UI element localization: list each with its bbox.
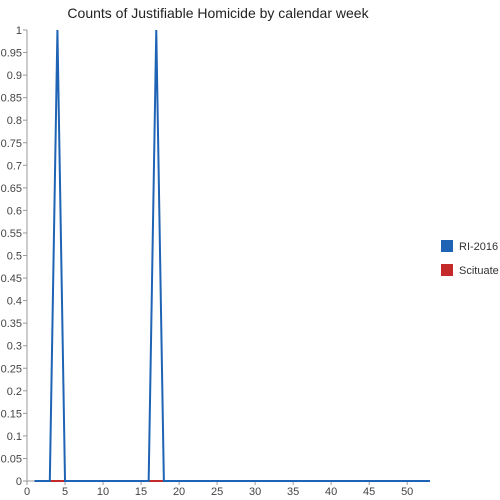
x-tick-label: 20 xyxy=(173,486,185,498)
x-tick-label: 10 xyxy=(97,486,109,498)
y-tick-label: 0.6 xyxy=(7,205,22,217)
y-tick-label: 1 xyxy=(16,25,22,37)
y-tick-label: 0.7 xyxy=(7,160,22,172)
y-tick-label: 0.1 xyxy=(7,431,22,443)
legend: RI-2016 Scituate xyxy=(441,240,499,277)
series-line-ri-2016 xyxy=(34,29,430,482)
series-layer xyxy=(34,29,430,482)
x-tick-label: 35 xyxy=(287,486,299,498)
y-tick-label: 0.55 xyxy=(1,228,22,240)
y-tick-label: 0.95 xyxy=(1,48,22,60)
chart-title: Counts of Justifiable Homicide by calend… xyxy=(67,5,369,21)
axes: 0 0.05 0.1 0.15 0.2 0.25 0.3 0.35 0.4 0.45 0.5 0.55… xyxy=(1,25,430,498)
x-tick-label: 40 xyxy=(325,486,337,498)
y-tick-label: 0.85 xyxy=(1,93,22,105)
y-tick-label: 0.05 xyxy=(1,453,22,465)
y-tick-label: 0.15 xyxy=(1,408,22,420)
x-tick-label: 5 xyxy=(62,486,68,498)
y-tick-label: 0.9 xyxy=(7,70,22,82)
y-tick-label: 0.5 xyxy=(7,251,22,263)
y-tick-label: 0.45 xyxy=(1,273,22,285)
y-tick-label: 0.2 xyxy=(7,386,22,398)
legend-swatch xyxy=(441,264,453,276)
x-tick-label: 45 xyxy=(363,486,375,498)
legend-swatch xyxy=(441,240,453,252)
x-tick-label: 0 xyxy=(24,486,30,498)
legend-label: Scituate xyxy=(459,265,499,277)
y-tick-label: 0.4 xyxy=(7,296,22,308)
y-tick-label: 0 xyxy=(16,476,22,488)
x-tick-label: 25 xyxy=(211,486,223,498)
x-tick-label: 50 xyxy=(401,486,413,498)
y-tick-label: 0.3 xyxy=(7,341,22,353)
y-tick-label: 0.8 xyxy=(7,115,22,127)
x-tick-label: 15 xyxy=(135,486,147,498)
y-tick-label: 0.65 xyxy=(1,183,22,195)
x-tick-label: 30 xyxy=(249,486,261,498)
y-tick-label: 0.75 xyxy=(1,138,22,150)
y-tick-label: 0.25 xyxy=(1,363,22,375)
legend-label: RI-2016 xyxy=(459,241,498,253)
y-tick-label: 0.35 xyxy=(1,318,22,330)
